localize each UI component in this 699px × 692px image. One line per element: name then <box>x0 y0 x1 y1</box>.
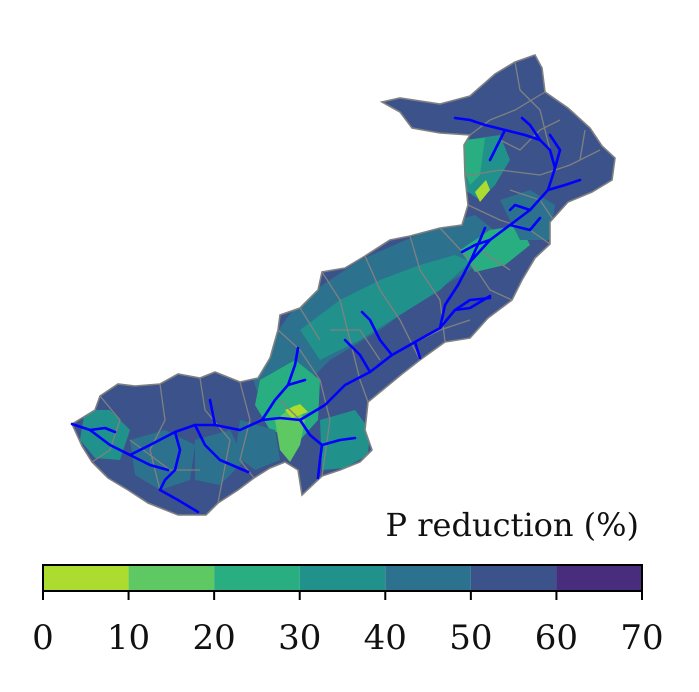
river-upper-trunk <box>438 116 557 330</box>
watershed-body <box>70 54 616 516</box>
river-west-branch-e <box>88 426 117 434</box>
colorbar-tick-label: 20 <box>192 618 236 658</box>
main-river <box>70 296 492 457</box>
river-south-branch-b <box>320 436 357 447</box>
zone-0-10-south <box>285 404 308 418</box>
river-east-branch <box>453 294 492 312</box>
river-north-branch <box>546 178 582 192</box>
river-north-branch-g <box>508 216 542 232</box>
river-north-branch-f <box>460 238 492 254</box>
river-west-branch-b <box>193 423 250 474</box>
river-north-branch-b <box>508 203 532 212</box>
colorbar-tick-label: 50 <box>449 618 493 658</box>
river-network <box>70 116 582 514</box>
river-south-branch-d <box>286 378 307 387</box>
river-north-branch-h <box>468 226 487 264</box>
colorbar-tick-label: 10 <box>106 618 151 658</box>
colorbar-bin-6 <box>556 565 642 591</box>
river-west-branch <box>208 398 217 427</box>
colorbar-tick-label: 30 <box>278 618 322 658</box>
zone-0-10-north <box>475 180 490 202</box>
river-mid-branch <box>360 310 394 357</box>
colorbar-bin-1 <box>128 565 215 591</box>
river-north-branch-e <box>548 133 562 170</box>
zone-40-50-west-c <box>195 430 245 485</box>
colorbar-frame <box>42 564 643 592</box>
colorbar-bin-3 <box>299 565 386 591</box>
colorbar-bin-2 <box>214 565 300 591</box>
colorbar-title: P reduction (%) <box>385 506 639 544</box>
zone-20-30-upper <box>460 225 530 272</box>
watershed-outline <box>70 54 616 516</box>
river-mid-branch-c <box>413 340 422 360</box>
river-west-branch-d <box>128 453 170 472</box>
colorbar-bin-5 <box>470 565 557 591</box>
river-mid-branch-b <box>343 338 372 374</box>
colorbar-tick-label: 40 <box>363 618 407 658</box>
colorbar-bin-0 <box>43 565 129 591</box>
colorbar-tick-label: 70 <box>620 618 664 658</box>
colorbar <box>42 564 643 600</box>
river-north-branch-c <box>520 116 542 142</box>
colorbar-tick-label: 0 <box>32 618 54 658</box>
river-west-branch-c <box>158 430 200 514</box>
colorbar-tick-label: 60 <box>534 618 579 658</box>
colorbar-bin-4 <box>385 565 471 591</box>
river-north-branch-d <box>488 128 507 162</box>
